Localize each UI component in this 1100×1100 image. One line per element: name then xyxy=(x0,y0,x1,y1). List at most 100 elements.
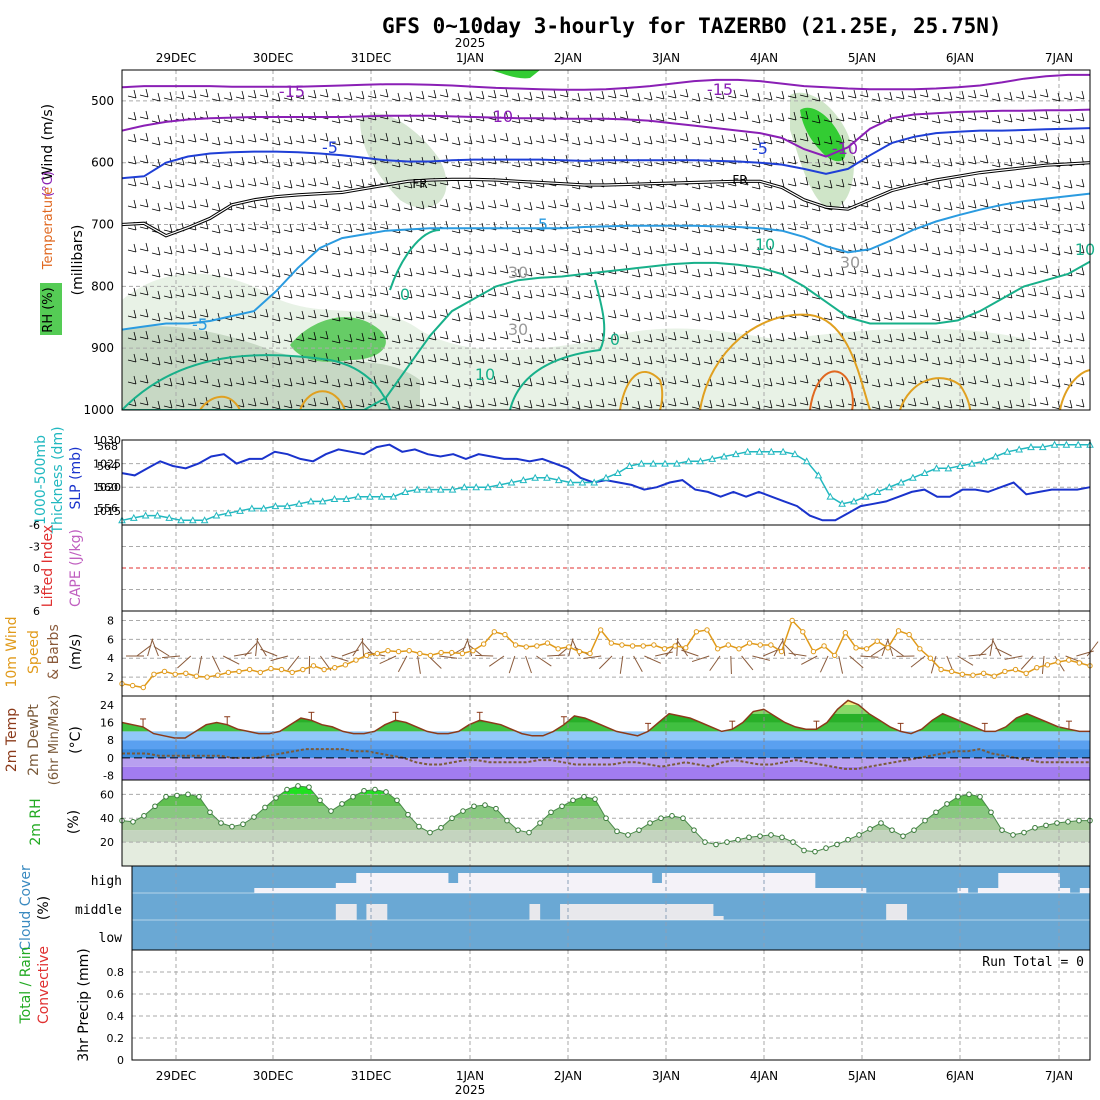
wind-barb xyxy=(811,208,821,212)
wind-barb xyxy=(403,383,413,387)
thickness-marker xyxy=(153,511,162,519)
cloud-high-gap xyxy=(519,873,530,893)
wind-barb xyxy=(223,339,233,343)
wind-barb xyxy=(1033,353,1037,363)
wind-barb xyxy=(805,374,809,384)
wind-speed-marker xyxy=(512,642,519,648)
wind10m-barb xyxy=(968,653,987,657)
wind-barb xyxy=(691,296,701,300)
wind-barb xyxy=(781,310,785,320)
wind-barb xyxy=(997,268,1001,278)
wind-speed-marker xyxy=(406,647,412,654)
rh-label: RH (%) xyxy=(41,287,56,332)
wind-barb xyxy=(709,289,713,299)
wind-barb xyxy=(217,400,221,410)
wind-barb xyxy=(157,334,161,344)
cloud-high-gap xyxy=(1059,888,1071,893)
wind-barb xyxy=(613,309,617,319)
wind-barb xyxy=(481,244,485,254)
wind-barb xyxy=(997,180,1001,190)
wind-barb xyxy=(127,139,137,143)
wind-speed-marker xyxy=(278,666,285,673)
wind-barb xyxy=(1033,221,1037,231)
wind-barb xyxy=(265,154,269,164)
wind-barb xyxy=(955,250,965,254)
wind-barb xyxy=(577,92,581,102)
wind-barb xyxy=(175,250,185,254)
speed-label: Speed xyxy=(26,630,42,674)
wind-barb xyxy=(541,112,545,122)
wind-barb xyxy=(691,340,701,344)
wind-barb xyxy=(583,229,593,233)
rh-marker xyxy=(999,827,1005,833)
slp-tick-label: 1020 xyxy=(93,481,121,494)
wind-barb xyxy=(385,220,389,230)
wind-speed-marker xyxy=(970,672,976,678)
wind-barb xyxy=(727,249,737,253)
wind-barb xyxy=(787,139,797,143)
wind-barb xyxy=(445,198,449,208)
wind-barb xyxy=(229,245,233,255)
wind-barb xyxy=(817,114,821,124)
thickness-marker xyxy=(318,497,327,505)
wind-barb xyxy=(265,374,269,384)
wind-barb xyxy=(481,200,485,210)
rh-marker xyxy=(306,784,312,790)
wind-barb xyxy=(1027,293,1037,297)
wind-barb xyxy=(769,355,773,365)
wind-barb xyxy=(523,119,533,123)
wind-barb xyxy=(1027,381,1037,385)
wind-barb xyxy=(511,252,521,256)
wind-barb xyxy=(619,314,629,318)
wind-barb xyxy=(985,264,989,274)
wind-barb xyxy=(697,356,701,366)
wind-barb xyxy=(553,243,557,253)
wind-barb xyxy=(1045,286,1049,296)
wind-barb xyxy=(949,311,953,321)
wind-barb xyxy=(535,382,545,386)
cloud-high-gap xyxy=(763,873,775,893)
wind-barb xyxy=(841,156,845,166)
wind-barb xyxy=(187,403,197,407)
wind-barb xyxy=(691,384,701,388)
thickness-marker xyxy=(625,461,634,469)
wind-barb xyxy=(283,339,293,343)
thickness-marker xyxy=(401,487,410,495)
wind-barb xyxy=(385,154,389,164)
wind-barb xyxy=(781,200,785,210)
wind-barb xyxy=(1009,157,1013,167)
wind-barb xyxy=(829,91,833,101)
wind-barb xyxy=(241,90,245,100)
wind-barb xyxy=(571,142,581,146)
wind-barb xyxy=(337,246,341,256)
wind-barb xyxy=(829,135,833,145)
thickness-marker xyxy=(637,459,646,467)
rh-shade-30 xyxy=(122,326,420,410)
wind10m-barb xyxy=(233,652,252,657)
wind-barb xyxy=(355,184,365,188)
wind-barb xyxy=(535,96,545,100)
wind-barb xyxy=(247,205,257,209)
wind-barb xyxy=(289,355,293,365)
wind-barb xyxy=(967,227,977,231)
wind-barb xyxy=(187,359,197,363)
wind-barb xyxy=(187,337,197,341)
wind-barb xyxy=(757,400,761,410)
wind10m-barb xyxy=(788,652,807,657)
wind-barb xyxy=(661,200,665,210)
wind-barb xyxy=(559,204,569,208)
wind-barb xyxy=(997,92,1001,102)
wind-barb xyxy=(523,383,533,387)
wind-barb xyxy=(433,133,437,143)
thickness-marker xyxy=(188,516,197,524)
wind-barb xyxy=(973,287,977,297)
wind-barb xyxy=(967,337,977,341)
wind-barb xyxy=(205,374,209,384)
wind-speed-marker xyxy=(491,629,498,635)
wind-barb xyxy=(523,361,533,365)
wind-barb xyxy=(847,293,857,297)
wind-barb xyxy=(703,207,713,211)
wind-barb xyxy=(565,308,569,318)
wind-barb xyxy=(1015,294,1025,298)
wind-barb xyxy=(901,156,905,166)
